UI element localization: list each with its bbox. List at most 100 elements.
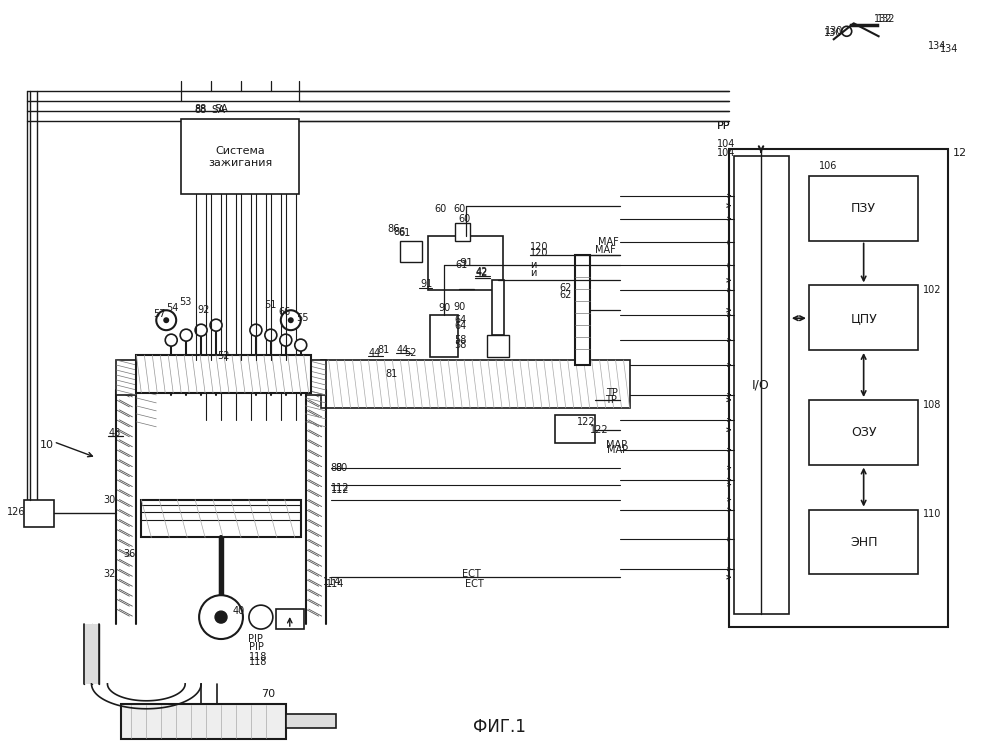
Text: 112: 112: [331, 483, 349, 492]
Text: 60: 60: [459, 214, 471, 224]
Bar: [729, 149, 948, 627]
Text: 112: 112: [331, 485, 349, 495]
Text: 134: 134: [928, 41, 947, 51]
Text: ОЗУ: ОЗУ: [851, 426, 876, 439]
Text: 53: 53: [179, 297, 192, 307]
Text: 120: 120: [529, 248, 548, 258]
Text: 86: 86: [394, 227, 406, 236]
Text: 61: 61: [456, 261, 468, 270]
Text: 86: 86: [388, 224, 400, 233]
Text: 61: 61: [399, 227, 411, 237]
Circle shape: [156, 310, 176, 330]
Bar: [276, 609, 304, 629]
Text: и: и: [529, 268, 536, 279]
Text: 122: 122: [589, 425, 608, 434]
Text: 44: 44: [369, 348, 381, 358]
Text: 54: 54: [166, 303, 179, 313]
Text: MAP: MAP: [605, 440, 626, 450]
Text: 92: 92: [197, 305, 210, 316]
Text: 36: 36: [124, 550, 136, 559]
Bar: [321, 360, 629, 408]
Text: I/O: I/O: [752, 379, 770, 392]
Text: 40: 40: [233, 606, 245, 616]
Bar: [809, 175, 918, 240]
Text: 106: 106: [819, 161, 837, 171]
Text: 64: 64: [455, 316, 467, 325]
Text: 80: 80: [336, 462, 348, 473]
Bar: [809, 400, 918, 465]
Text: 30: 30: [104, 495, 116, 505]
Text: 66: 66: [279, 307, 291, 317]
Text: 110: 110: [923, 510, 942, 520]
Circle shape: [250, 325, 262, 336]
Circle shape: [265, 329, 277, 341]
Bar: [429, 236, 502, 291]
Text: PIP: PIP: [249, 642, 264, 652]
Text: 62: 62: [559, 283, 572, 294]
Bar: [554, 415, 594, 443]
Text: MAF: MAF: [597, 237, 618, 248]
Bar: [141, 499, 301, 538]
Text: 48: 48: [109, 428, 121, 437]
Text: 64: 64: [455, 322, 467, 331]
Bar: [181, 119, 299, 194]
Bar: [136, 355, 311, 393]
Text: 51: 51: [264, 300, 277, 310]
Text: 90: 90: [439, 303, 451, 313]
Text: 118: 118: [249, 652, 268, 662]
Bar: [734, 156, 789, 614]
Text: 60: 60: [454, 203, 466, 214]
Text: 58: 58: [455, 335, 467, 345]
Circle shape: [215, 611, 227, 623]
Text: 114: 114: [326, 579, 344, 590]
Text: MAF: MAF: [594, 245, 615, 255]
Text: и: и: [529, 261, 536, 270]
Bar: [456, 223, 471, 240]
Text: 58: 58: [455, 340, 467, 350]
Bar: [493, 280, 503, 335]
Text: 134: 134: [940, 44, 959, 54]
Text: 108: 108: [923, 400, 942, 410]
Text: 126: 126: [7, 507, 25, 517]
Text: 80: 80: [331, 462, 343, 473]
Circle shape: [210, 319, 222, 331]
Text: SA: SA: [211, 105, 225, 115]
Text: ЭНП: ЭНП: [850, 536, 877, 549]
Text: 60: 60: [435, 203, 447, 214]
Bar: [401, 240, 423, 263]
Circle shape: [165, 334, 177, 346]
Bar: [488, 335, 508, 357]
Bar: [809, 285, 918, 350]
Text: 42: 42: [476, 267, 488, 277]
Text: 55: 55: [296, 313, 309, 323]
Text: SA: SA: [214, 104, 228, 114]
Text: 70: 70: [261, 689, 275, 699]
Bar: [84, 624, 100, 684]
Text: Система
зажигания: Система зажигания: [208, 146, 272, 168]
Text: 81: 81: [378, 345, 390, 355]
Bar: [431, 316, 459, 357]
Circle shape: [180, 329, 192, 341]
Text: 88: 88: [194, 104, 207, 114]
Bar: [306, 360, 326, 395]
Text: 104: 104: [717, 139, 735, 149]
Text: PP: PP: [717, 121, 730, 131]
Circle shape: [280, 334, 292, 346]
Text: 44: 44: [397, 345, 409, 355]
Bar: [574, 255, 589, 365]
Text: 132: 132: [876, 14, 895, 24]
Bar: [809, 510, 918, 575]
Text: 12: 12: [953, 148, 967, 158]
Text: ФИГ.1: ФИГ.1: [473, 718, 525, 736]
Text: 118: 118: [249, 657, 268, 667]
Text: 122: 122: [576, 417, 595, 427]
Text: ЦПУ: ЦПУ: [850, 312, 877, 325]
Text: 114: 114: [323, 578, 341, 587]
Text: PIP: PIP: [248, 634, 263, 644]
Text: 91: 91: [421, 279, 433, 289]
Text: TP: TP: [604, 395, 616, 405]
Circle shape: [281, 310, 301, 330]
Text: PP: PP: [717, 121, 730, 131]
Circle shape: [295, 339, 307, 351]
Text: 132: 132: [873, 14, 892, 24]
